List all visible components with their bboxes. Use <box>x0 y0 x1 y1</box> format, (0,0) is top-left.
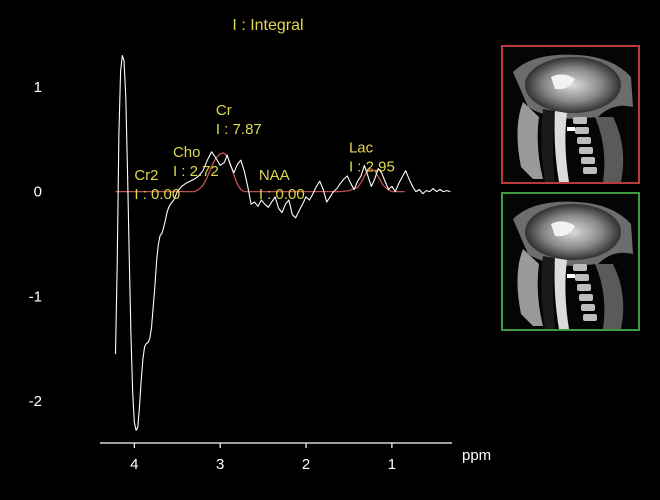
x-axis-ticks: 4 3 2 1 <box>130 443 396 473</box>
peak-integral: I : 0.00 <box>134 186 180 203</box>
mri-image <box>503 47 638 182</box>
peak-name: Cho <box>173 144 201 161</box>
peak-name: Cr2 <box>134 167 158 184</box>
y-tick-label: 1 <box>34 79 42 96</box>
peak-name: NAA <box>259 167 290 184</box>
spectrum-layer <box>114 54 451 431</box>
x-tick-label: 3 <box>216 456 224 473</box>
mri-image <box>503 194 638 329</box>
y-tick-label: 0 <box>34 184 42 201</box>
y-axis-ticks: 1 0 -1 -2 <box>29 79 42 410</box>
chart-title: I : Integral <box>232 17 303 34</box>
mri-thumbnail-top[interactable] <box>501 45 640 184</box>
peak-integral: I : 2.72 <box>173 163 219 180</box>
peak-label-cr2: Cr2 I : 0.00 <box>134 167 180 203</box>
x-tick-label: 1 <box>388 456 396 473</box>
fit-line <box>115 152 405 193</box>
peak-integral: I : 0.00 <box>259 186 305 203</box>
peak-name: Lac <box>349 140 374 157</box>
peak-integral: I : 2.95 <box>349 159 395 176</box>
x-axis-label: ppm <box>462 447 491 464</box>
peak-label-naa: NAA I : 0.00 <box>259 167 305 203</box>
x-tick-label: 4 <box>130 456 138 473</box>
mri-thumbnail-bottom[interactable] <box>501 192 640 331</box>
spectrum-line <box>114 54 451 431</box>
peak-label-lac: Lac I : 2.95 <box>349 140 395 176</box>
x-tick-label: 2 <box>302 456 310 473</box>
y-tick-label: -2 <box>29 393 42 410</box>
y-tick-label: -1 <box>29 288 42 305</box>
peak-integral: I : 7.87 <box>216 121 262 138</box>
peak-label-cho: Cho I : 2.72 <box>173 144 219 180</box>
peak-labels: Cr2 I : 0.00 Cho I : 2.72 Cr I : 7.87 NAA I : 0… <box>134 102 395 203</box>
peak-name: Cr <box>216 102 232 119</box>
peak-label-cr: Cr I : 7.87 <box>216 102 262 138</box>
fit-layer <box>115 152 405 193</box>
